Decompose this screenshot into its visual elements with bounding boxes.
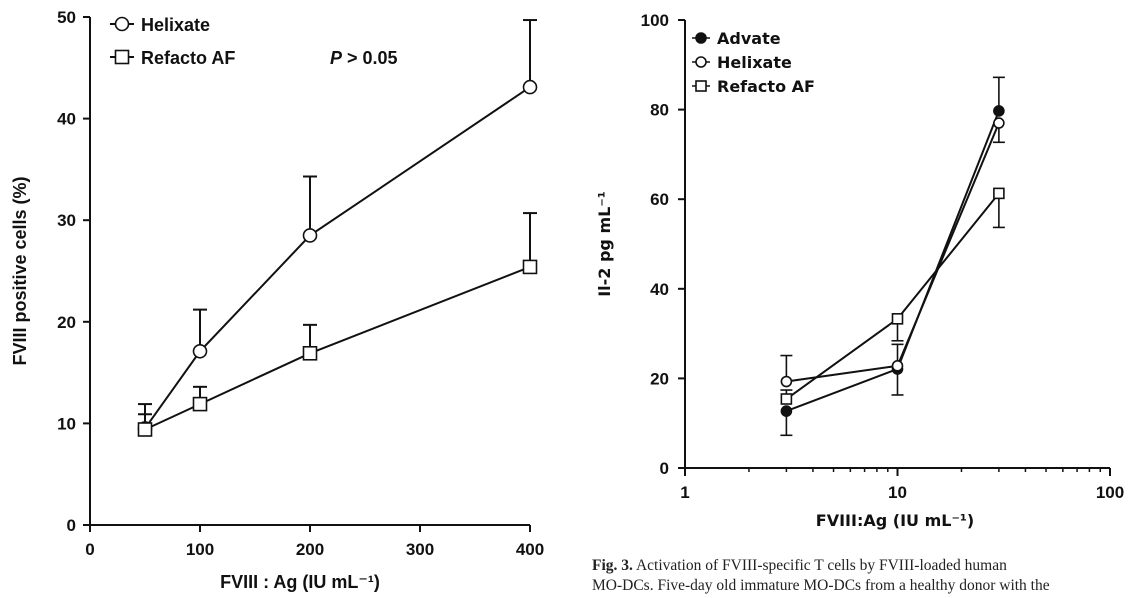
series-line-helixate	[786, 122, 1000, 383]
data-point-refacto-af	[302, 345, 318, 361]
y-tick-label: 60	[650, 190, 669, 209]
legend-marker-advate	[695, 32, 707, 44]
data-point-helixate	[780, 375, 793, 388]
data-point-refacto-af	[891, 313, 904, 325]
legend-label-refacto-af: Refacto AF	[717, 77, 815, 96]
x-tick-label: 400	[516, 540, 544, 559]
legend-label-refacto-af: Refacto AF	[141, 48, 235, 68]
legend-marker-refacto-af	[695, 80, 707, 92]
x-tick-label: 0	[85, 540, 94, 559]
y-tick-label: 80	[650, 101, 669, 120]
legend-marker-helixate	[114, 16, 130, 32]
legend-marker-helixate	[695, 56, 707, 68]
chart-left: 0 100 200 300 400 0 10 20 30 40 50 FVIII : Ag (IU m…	[10, 8, 544, 592]
data-point-helixate	[993, 117, 1005, 129]
y-tick-label: 40	[650, 280, 669, 299]
legend-label-advate: Advate	[717, 29, 781, 48]
caption-label: Fig. 3.	[592, 557, 633, 574]
chart-right: 1 10 100 0 20 40 60 80 100 FVIII:Ag (IU mL⁻¹) Il-2…	[595, 11, 1124, 530]
x-tick-label: 100	[186, 540, 214, 559]
legend-label-helixate: Helixate	[717, 53, 792, 72]
figure-caption: Fig. 3. Activation of FVIII-specific T c…	[592, 556, 1122, 596]
x-tick-label: 100	[1096, 483, 1124, 502]
data-point-refacto-af	[780, 393, 793, 405]
x-tick-label: 300	[406, 540, 434, 559]
legend-label-helixate: Helixate	[141, 15, 210, 35]
x-axis-title: FVIII : Ag (IU mL⁻¹)	[220, 572, 380, 592]
y-tick-label: 50	[57, 8, 76, 27]
y-tick-label: 20	[57, 313, 76, 332]
x-tick-label: 1	[680, 483, 689, 502]
data-point-helixate	[302, 228, 318, 243]
y-tick-label: 20	[650, 369, 669, 388]
y-tick-label: 0	[67, 516, 76, 535]
data-point-advate	[993, 105, 1005, 117]
data-point-advate	[780, 405, 793, 417]
data-point-refacto-af	[522, 259, 538, 275]
y-tick-label: 100	[641, 11, 669, 30]
series-line-helixate	[144, 86, 531, 430]
y-tick-label: 40	[57, 110, 76, 129]
data-point-helixate	[522, 79, 538, 95]
data-point-refacto-af	[993, 187, 1005, 200]
annotation-p-value: P > 0.05	[330, 48, 398, 68]
caption-line-2: MO-DCs. Five-day old immature MO-DCs fro…	[592, 577, 1050, 594]
data-point-refacto-af	[192, 396, 208, 412]
y-tick-label: 10	[57, 414, 76, 433]
y-tick-label: 0	[660, 459, 669, 478]
legend-marker-refacto-af	[114, 49, 130, 65]
series-line-refacto-af	[144, 266, 531, 431]
y-axis-title: Il-2 pg mL⁻¹	[595, 191, 614, 297]
x-tick-label: 200	[296, 540, 324, 559]
y-axis-title: FVIII positive cells (%)	[10, 176, 30, 365]
y-tick-label: 30	[57, 211, 76, 230]
x-axis-title: FVIII:Ag (IU mL⁻¹)	[816, 511, 974, 530]
x-tick-label: 10	[888, 483, 907, 502]
caption-line-1: Activation of FVIII-specific T cells by …	[635, 557, 1007, 574]
data-point-helixate	[891, 360, 904, 372]
data-point-refacto-af	[137, 422, 153, 437]
data-point-helixate	[192, 343, 208, 359]
